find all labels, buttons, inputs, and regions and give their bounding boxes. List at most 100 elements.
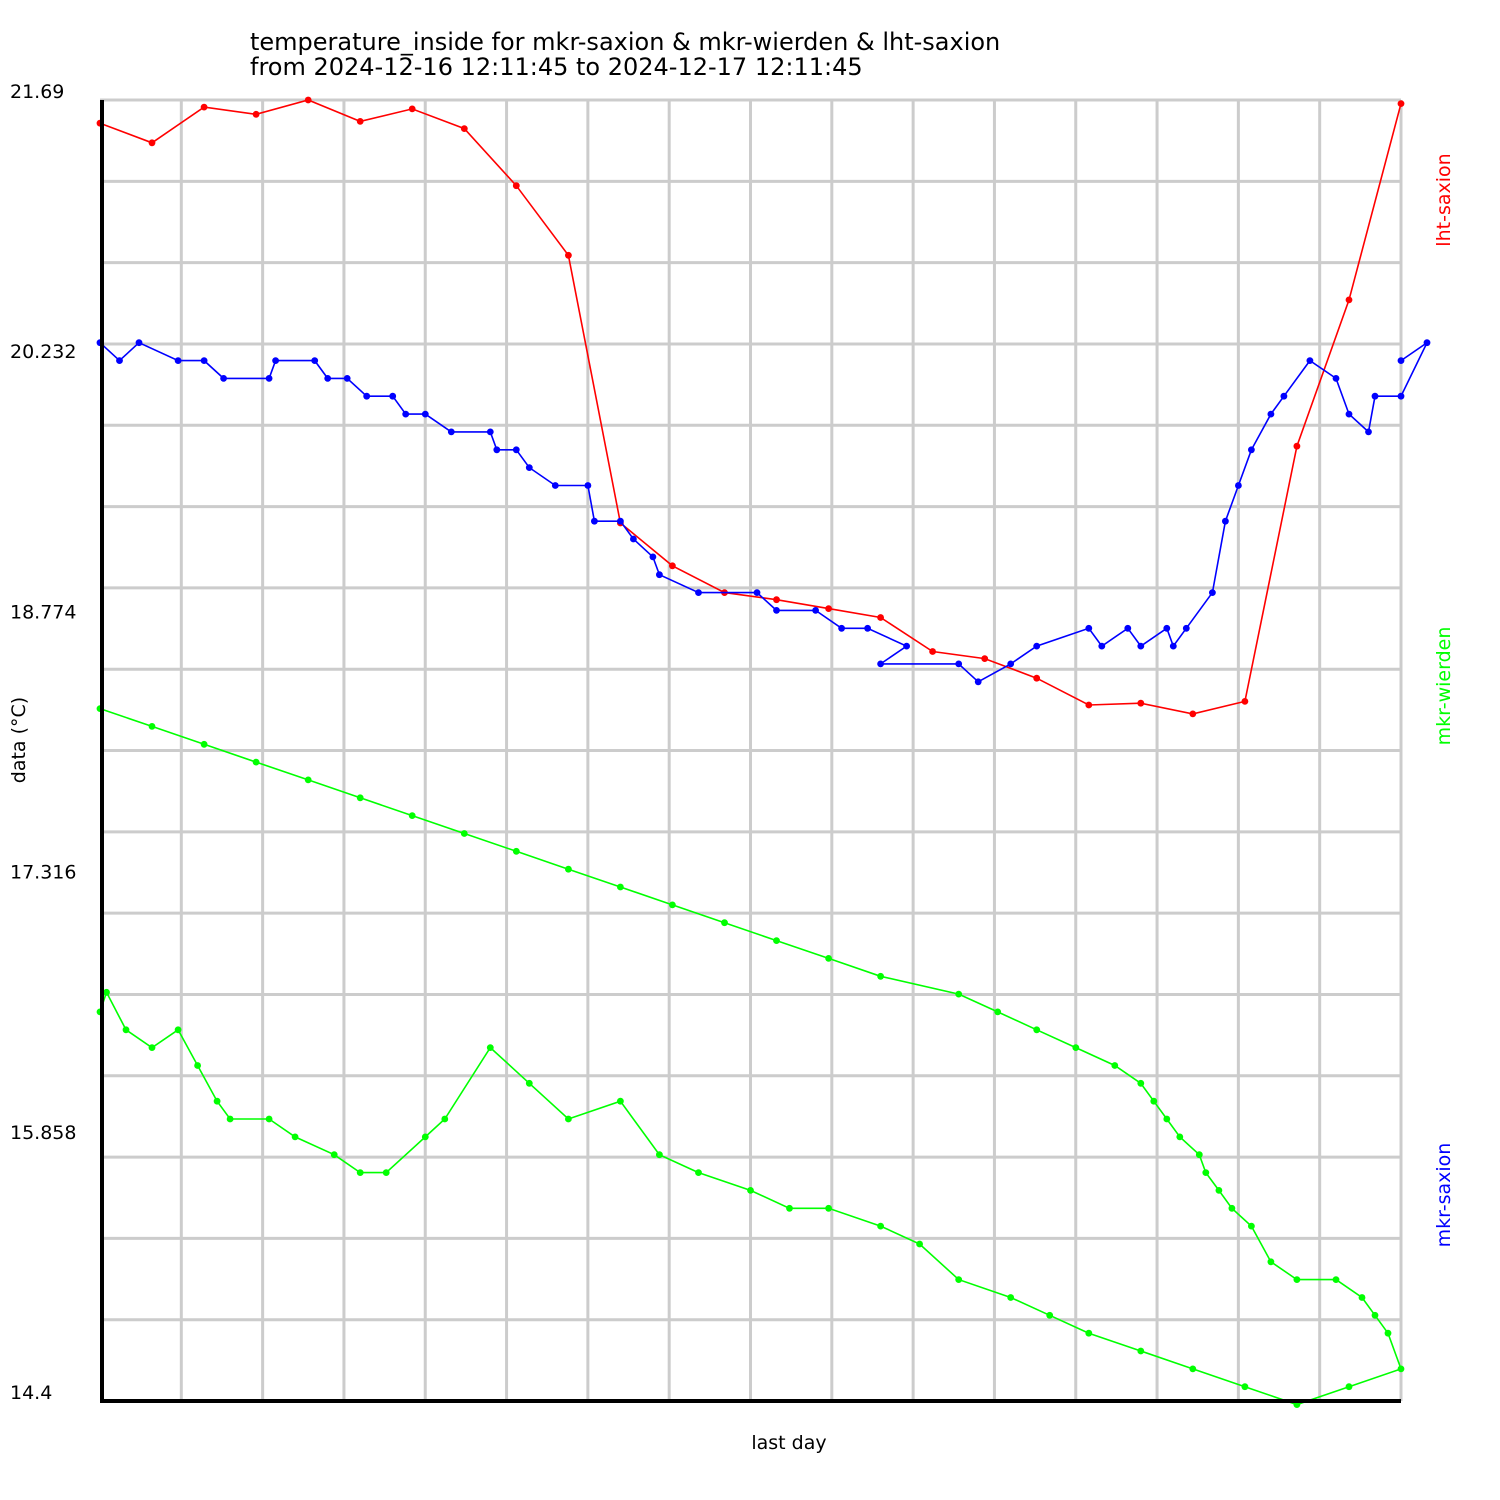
data-point-mkr-wierden — [1228, 1204, 1236, 1212]
data-point-mkr-wierden — [265, 1115, 273, 1123]
data-point-mkr-saxion — [1332, 375, 1340, 382]
y-tick-labels: 21.69 20.232 18.774 17.316 15.858 14.4 — [10, 81, 76, 1404]
data-point-mkr-wierden — [825, 1204, 832, 1212]
y-tick-label: 21.69 — [10, 81, 64, 103]
data-point-mkr-wierden — [1267, 1258, 1275, 1266]
data-point-mkr-wierden — [565, 865, 572, 873]
data-point-mkr-saxion — [1371, 392, 1379, 400]
data-point-mkr-saxion — [903, 642, 910, 650]
data-point-mkr-wierden — [1384, 1329, 1392, 1337]
y-tick-label: 18.774 — [10, 601, 76, 623]
data-point-mkr-wierden — [656, 1151, 663, 1159]
data-point-lht-saxion — [356, 118, 364, 125]
data-point-lht-saxion — [460, 125, 468, 132]
data-point-mkr-saxion — [1248, 446, 1255, 454]
data-point-mkr-saxion — [1423, 339, 1431, 347]
data-point-mkr-wierden — [994, 1008, 1002, 1016]
data-point-mkr-wierden — [252, 758, 260, 766]
data-point-mkr-wierden — [356, 794, 364, 802]
data-point-mkr-wierden — [773, 937, 780, 944]
data-point-mkr-wierden — [825, 955, 832, 962]
data-point-lht-saxion — [981, 655, 989, 662]
data-point-lht-saxion — [512, 182, 520, 190]
data-point-mkr-wierden — [148, 1044, 156, 1051]
data-point-mkr-wierden — [304, 776, 312, 784]
series-line-lht-saxion — [99, 99, 1402, 715]
data-point-mkr-wierden — [786, 1204, 793, 1212]
data-point-mkr-saxion — [174, 357, 182, 364]
data-point-mkr-wierden — [877, 972, 884, 980]
data-point-mkr-wierden — [460, 830, 468, 837]
data-point-mkr-saxion — [695, 589, 702, 596]
data-point-mkr-wierden — [291, 1133, 299, 1141]
data-point-lht-saxion — [565, 251, 572, 259]
data-point-mkr-wierden — [1111, 1062, 1119, 1069]
data-point-mkr-wierden — [695, 1169, 702, 1176]
data-point-mkr-wierden — [1358, 1294, 1366, 1301]
chart-subtitle: from 2024-12-16 12:11:45 to 2024-12-17 1… — [250, 53, 863, 81]
data-point-mkr-saxion — [324, 375, 332, 382]
data-point-mkr-saxion — [838, 624, 845, 632]
series-mkr-saxion — [96, 339, 1431, 686]
data-point-mkr-wierden — [213, 1097, 221, 1105]
data-point-mkr-wierden — [721, 919, 728, 927]
data-point-mkr-saxion — [1033, 642, 1041, 650]
data-point-mkr-wierden — [1085, 1329, 1093, 1337]
data-point-mkr-saxion — [1306, 357, 1314, 364]
data-point-mkr-wierden — [877, 1222, 884, 1230]
data-point-mkr-saxion — [649, 553, 657, 561]
data-point-lht-saxion — [252, 110, 260, 118]
data-point-mkr-saxion — [591, 517, 598, 525]
data-point-mkr-wierden — [916, 1240, 923, 1248]
data-point-mkr-wierden — [617, 883, 624, 891]
data-point-mkr-wierden — [1137, 1347, 1145, 1355]
data-point-mkr-saxion — [389, 392, 397, 400]
data-point-mkr-wierden — [174, 1026, 182, 1034]
data-point-lht-saxion — [1345, 296, 1353, 304]
data-point-mkr-saxion — [1007, 660, 1015, 668]
chart-title: temperature_inside for mkr-saxion & mkr-… — [250, 28, 1000, 56]
data-point-mkr-wierden — [617, 1097, 624, 1105]
data-point-mkr-saxion — [1267, 410, 1275, 418]
data-point-mkr-saxion — [617, 517, 624, 525]
data-point-lht-saxion — [669, 562, 676, 570]
data-point-mkr-saxion — [584, 482, 592, 489]
data-point-mkr-wierden — [525, 1079, 533, 1087]
data-point-mkr-wierden — [382, 1169, 390, 1176]
data-point-mkr-saxion — [200, 357, 208, 364]
data-point-lht-saxion — [929, 648, 936, 655]
data-point-lht-saxion — [1293, 442, 1301, 450]
data-point-mkr-saxion — [1163, 624, 1171, 632]
data-point-mkr-saxion — [1397, 392, 1405, 400]
data-point-mkr-wierden — [408, 812, 416, 819]
data-point-mkr-saxion — [753, 589, 761, 596]
data-point-mkr-wierden — [1163, 1115, 1171, 1123]
data-point-mkr-wierden — [330, 1151, 338, 1159]
data-point-mkr-wierden — [1195, 1151, 1203, 1159]
y-tick-label: 17.316 — [10, 862, 76, 884]
data-point-mkr-saxion — [421, 410, 429, 418]
legend-label-mkr-saxion: mkr-saxion — [1433, 1143, 1455, 1248]
data-point-mkr-saxion — [135, 339, 143, 347]
data-point-mkr-wierden — [1241, 1383, 1249, 1391]
data-point-mkr-saxion — [773, 607, 780, 614]
data-point-mkr-saxion — [525, 464, 533, 471]
data-point-mkr-saxion — [1182, 624, 1190, 632]
data-point-mkr-wierden — [356, 1169, 364, 1176]
data-point-mkr-saxion — [656, 571, 663, 579]
data-point-lht-saxion — [1085, 701, 1093, 709]
y-axis-label: data (°C) — [8, 697, 30, 783]
data-point-mkr-wierden — [1371, 1311, 1379, 1319]
data-point-mkr-wierden — [1176, 1133, 1184, 1141]
data-point-lht-saxion — [1241, 698, 1249, 705]
data-point-mkr-saxion — [343, 375, 351, 382]
data-point-lht-saxion — [304, 96, 312, 104]
data-point-mkr-wierden — [1248, 1222, 1255, 1230]
data-point-mkr-wierden — [1046, 1311, 1054, 1319]
data-point-mkr-saxion — [1222, 517, 1229, 525]
data-point-mkr-wierden — [669, 901, 676, 909]
data-point-mkr-saxion — [311, 357, 319, 364]
data-point-mkr-wierden — [512, 847, 520, 855]
data-point-mkr-wierden — [194, 1062, 202, 1069]
y-tick-label: 15.858 — [10, 1122, 76, 1144]
